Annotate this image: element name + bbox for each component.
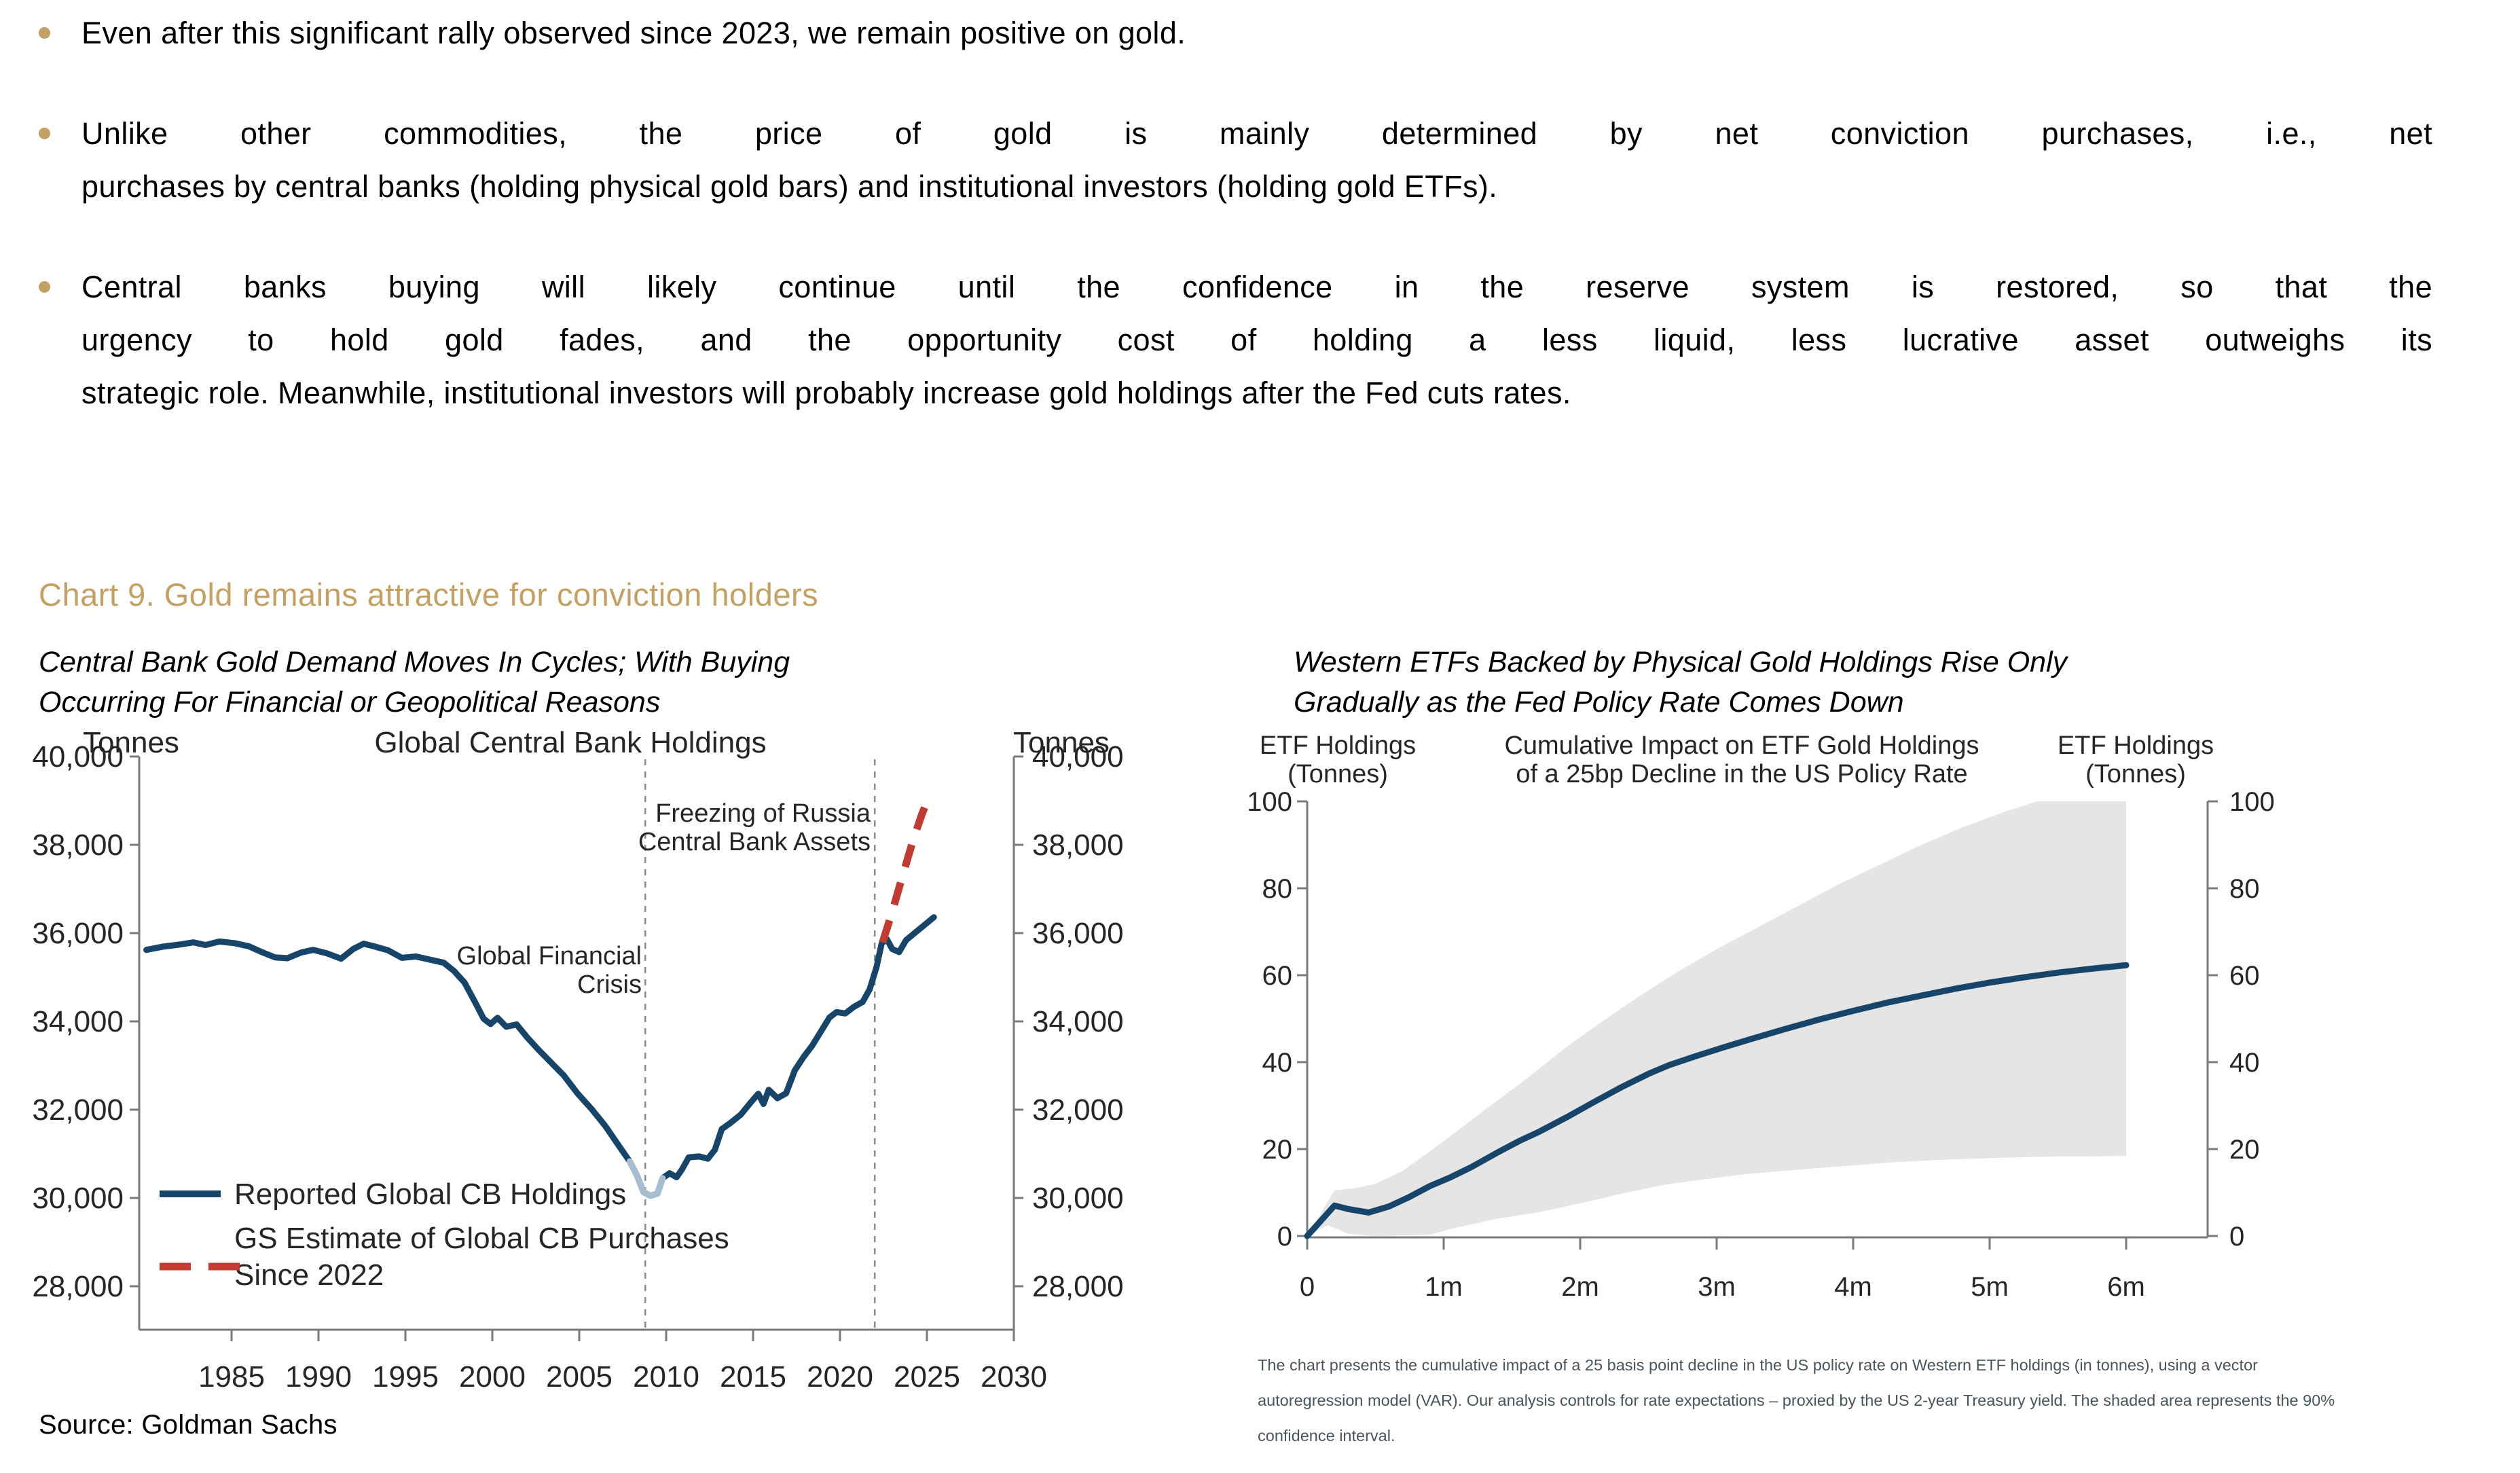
y-tick-label: 36,000 <box>1032 917 1124 950</box>
gs-estimate-line <box>879 800 931 944</box>
y-axis-unit-right: ETF Holdings <box>2058 731 2214 760</box>
x-tick-label: 4m <box>1834 1272 1872 1302</box>
y-tick-label: 40 <box>2229 1048 2260 1078</box>
bullet-text: Unlike other commodities, the price of g… <box>81 107 2432 213</box>
y-tick-label: 0 <box>1277 1222 1292 1252</box>
bullet-text-line: urgency to hold gold fades, and the oppo… <box>81 323 2432 357</box>
bullet-item: Central banks buying will likely continu… <box>39 261 2432 420</box>
x-tick-label: 2020 <box>807 1360 873 1394</box>
bullet-dot-icon <box>39 128 50 139</box>
y-tick-label: 80 <box>2229 874 2260 904</box>
y-tick-label: 30,000 <box>32 1182 124 1215</box>
chart-title: Cumulative Impact on ETF Gold Holdings <box>1504 731 1979 760</box>
x-tick-label: 2010 <box>633 1360 699 1394</box>
etf-impact-line <box>1304 962 2130 1239</box>
x-tick-label: 2m <box>1561 1272 1599 1302</box>
x-tick-label: 2005 <box>546 1360 613 1394</box>
x-tick-label: 6m <box>2107 1272 2145 1302</box>
gfc-annotation: Global Financial <box>457 942 642 970</box>
y-tick-label: 38,000 <box>32 829 124 862</box>
footnote-line2: autoregression model (VAR). Our analysis… <box>1258 1392 2335 1409</box>
x-tick-label: 2030 <box>981 1360 1047 1394</box>
x-tick-label: 1990 <box>285 1360 352 1394</box>
left-chart-subtitle-line1: Central Bank Gold Demand Moves In Cycles… <box>39 646 790 678</box>
left-chart-subtitle-line2: Occurring For Financial or Geopolitical … <box>39 686 661 719</box>
chart-heading: Chart 9. Gold remains attractive for con… <box>39 577 819 613</box>
bullet-text-line: Even after this significant rally observ… <box>81 16 1186 50</box>
y-axis-unit-left: Tonnes <box>83 726 179 759</box>
footnote-line3: confidence interval. <box>1258 1427 1395 1444</box>
x-tick-label: 1995 <box>372 1360 439 1394</box>
y-tick-label: 40,000 <box>32 740 124 774</box>
bullet-list: Even after this significant rally observ… <box>39 7 2432 467</box>
right-chart-subtitle: Western ETFs Backed by Physical Gold Hol… <box>1294 642 2448 723</box>
bullet-item: Even after this significant rally observ… <box>39 7 2432 60</box>
left-chart-subtitle: Central Bank Gold Demand Moves In Cycles… <box>39 642 1125 723</box>
bullet-text: Central banks buying will likely continu… <box>81 261 2432 420</box>
bullet-text: Even after this significant rally observ… <box>81 7 2432 60</box>
y-tick-label: 28,000 <box>32 1270 124 1303</box>
bullet-text-line: Unlike other commodities, the price of g… <box>81 116 2432 151</box>
y-tick-label: 30,000 <box>1032 1182 1124 1215</box>
russia-annotation: Freezing of Russia <box>655 799 871 828</box>
gfc-annotation: Crisis <box>577 970 642 999</box>
bullet-text-line: purchases by central banks (holding phys… <box>81 169 1498 204</box>
x-tick-label: 2000 <box>459 1360 526 1394</box>
x-tick-label: 2015 <box>720 1360 786 1394</box>
footnote-line1: The chart presents the cumulative impact… <box>1258 1356 2258 1374</box>
bullet-dot-icon <box>39 281 50 293</box>
y-axis-unit-right: (Tonnes) <box>2085 760 2186 788</box>
x-tick-label: 3m <box>1698 1272 1736 1302</box>
y-tick-label: 80 <box>1262 874 1293 904</box>
x-tick-label: 5m <box>1971 1272 2009 1302</box>
source-label: Source: Goldman Sachs <box>39 1410 337 1440</box>
russia-annotation: Central Bank Assets <box>638 828 871 856</box>
y-tick-label: 60 <box>1262 961 1293 991</box>
y-axis-unit-right: Tonnes <box>1013 726 1110 759</box>
y-axis-unit-left: (Tonnes) <box>1288 760 1388 788</box>
y-tick-label: 100 <box>2229 787 2275 817</box>
legend-label: GS Estimate of Global CB Purchases <box>234 1222 729 1255</box>
bullet-item: Unlike other commodities, the price of g… <box>39 107 2432 213</box>
x-tick-label: 1985 <box>198 1360 265 1394</box>
y-tick-label: 36,000 <box>32 917 124 950</box>
y-tick-label: 28,000 <box>1032 1270 1124 1303</box>
y-tick-label: 34,000 <box>32 1005 124 1038</box>
y-tick-label: 32,000 <box>1032 1093 1124 1127</box>
legend-label: Since 2022 <box>234 1258 384 1292</box>
right-chart-subtitle-line1: Western ETFs Backed by Physical Gold Hol… <box>1294 646 2068 678</box>
chart-title: Global Central Bank Holdings <box>374 726 766 759</box>
x-tick-label: 1m <box>1425 1272 1463 1302</box>
y-tick-label: 40 <box>1262 1048 1293 1078</box>
y-tick-label: 32,000 <box>32 1093 124 1127</box>
y-tick-label: 34,000 <box>1032 1005 1124 1038</box>
y-tick-label: 20 <box>2229 1135 2260 1165</box>
chart-title: of a 25bp Decline in the US Policy Rate <box>1516 760 1967 788</box>
bullet-text-line: Central banks buying will likely continu… <box>81 270 2432 304</box>
bullet-dot-icon <box>39 27 50 39</box>
x-tick-label: 0 <box>1300 1272 1315 1302</box>
bullet-text-line: strategic role. Meanwhile, institutional… <box>81 376 1571 410</box>
right-chart-subtitle-line2: Gradually as the Fed Policy Rate Comes D… <box>1294 686 1904 719</box>
y-axis-unit-left: ETF Holdings <box>1260 731 1416 760</box>
legend-label: Reported Global CB Holdings <box>234 1178 626 1211</box>
confidence-band <box>1307 801 2126 1236</box>
y-tick-label: 38,000 <box>1032 829 1124 862</box>
right-chart-footnote: The chart presents the cumulative impact… <box>1258 1347 2412 1453</box>
y-tick-label: 20 <box>1262 1135 1293 1165</box>
y-tick-label: 0 <box>2229 1222 2244 1252</box>
central-bank-holdings-chart: 40,000 40,000 38,000 38,000 36,000 36,000 34,0… <box>32 726 1124 1394</box>
y-tick-label: 100 <box>1247 787 1292 817</box>
x-tick-label: 2025 <box>894 1360 960 1394</box>
y-tick-label: 60 <box>2229 961 2260 991</box>
gfc-trough-segment <box>626 1158 666 1199</box>
y-tick-label: 40,000 <box>1032 740 1124 774</box>
